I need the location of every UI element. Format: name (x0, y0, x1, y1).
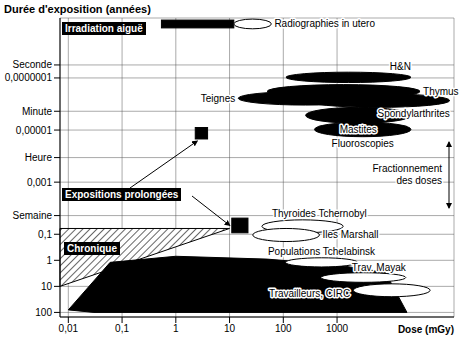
svg-text:Mastites: Mastites (340, 124, 377, 135)
svg-text:Thyroides Tchernobyl: Thyroides Tchernobyl (272, 208, 367, 219)
svg-text:0,01: 0,01 (59, 323, 79, 334)
svg-text:1: 1 (46, 255, 52, 266)
svg-text:100: 100 (275, 323, 292, 334)
svg-text:0,1: 0,1 (38, 229, 52, 240)
svg-text:Thymus: Thymus (423, 86, 454, 97)
svg-text:Iles Marshall: Iles Marshall (322, 229, 378, 240)
svg-text:Radiographies in utero: Radiographies in utero (274, 18, 375, 29)
svg-text:0,0000001: 0,0000001 (8, 72, 52, 83)
svg-text:Minute: Minute (22, 106, 52, 117)
svg-text:10: 10 (224, 323, 236, 334)
svg-text:Dose (mGy): Dose (mGy) (398, 324, 454, 335)
svg-text:Durée d'exposition (années): Durée d'exposition (années) (8, 3, 151, 15)
svg-text:Heure: Heure (25, 152, 53, 163)
svg-text:0,1: 0,1 (115, 323, 129, 334)
svg-text:100: 100 (35, 307, 52, 318)
svg-text:10: 10 (41, 281, 53, 292)
svg-text:Populations Tchelabinsk: Populations Tchelabinsk (268, 246, 376, 257)
svg-text:Spondylarthrites: Spondylarthrites (377, 108, 449, 119)
svg-text:Fluoroscopies: Fluoroscopies (332, 138, 394, 149)
svg-text:Travailleurs, CIRC: Travailleurs, CIRC (269, 288, 350, 299)
svg-text:des doses: des doses (396, 175, 442, 186)
html-text:Irradiation aiguë: Irradiation aiguë (65, 23, 143, 34)
html-text:Chronique: Chronique (67, 243, 117, 254)
svg-text:Teignes: Teignes (201, 93, 235, 104)
svg-text:Semaine: Semaine (13, 210, 53, 221)
svg-text:Fractionnement: Fractionnement (373, 163, 443, 174)
svg-text:H&N: H&N (390, 61, 411, 72)
svg-text:0,00001: 0,00001 (16, 125, 53, 136)
svg-text:Seconde: Seconde (13, 59, 53, 70)
html-text:Expositions prolongées: Expositions prolongées (65, 189, 179, 200)
svg-text:1000: 1000 (326, 323, 349, 334)
svg-text:Trav. Mayak: Trav. Mayak (352, 262, 407, 273)
svg-text:1: 1 (173, 323, 179, 334)
svg-text:0,001: 0,001 (27, 177, 52, 188)
